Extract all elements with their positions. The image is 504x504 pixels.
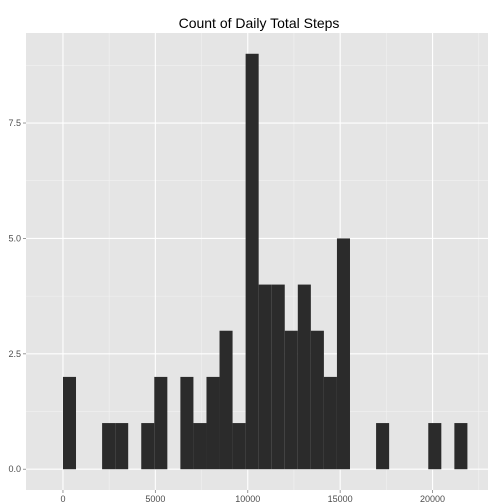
y-tick-label: 0.0 [8, 464, 21, 474]
y-axis: 0.0 2.5 5.0 7.5 [8, 118, 26, 474]
histogram-bar [180, 376, 194, 470]
histogram-bar [245, 53, 259, 470]
histogram-bar [271, 284, 285, 470]
chart-title: Count of Daily Total Steps [179, 15, 340, 31]
histogram-bar [336, 238, 350, 470]
histogram-bar [115, 423, 129, 470]
histogram-bar [206, 376, 220, 470]
histogram-bar [258, 284, 272, 470]
histogram-bar [428, 423, 442, 470]
y-tick-label: 7.5 [8, 118, 21, 128]
histogram-bar [102, 423, 116, 470]
x-tick-label: 20000 [420, 494, 445, 504]
histogram-bar [323, 376, 337, 470]
histogram-bar [219, 330, 233, 470]
x-axis: 0 5000 10000 15000 20000 [60, 490, 445, 504]
histogram-bar [297, 284, 311, 470]
histogram-bars [62, 53, 468, 470]
histogram-bar [62, 376, 77, 470]
histogram-bar [310, 330, 324, 470]
x-tick-label: 15000 [328, 494, 353, 504]
histogram-bar [141, 423, 155, 470]
histogram-bar [232, 423, 246, 470]
histogram-bar [284, 330, 298, 470]
histogram-bar [154, 376, 168, 470]
x-tick-label: 0 [60, 494, 65, 504]
y-tick-label: 5.0 [8, 233, 21, 243]
x-tick-label: 10000 [235, 494, 260, 504]
x-tick-label: 5000 [145, 494, 165, 504]
y-tick-label: 2.5 [8, 349, 21, 359]
histogram-bar [454, 423, 468, 470]
histogram-bar [193, 423, 207, 470]
histogram-bar [376, 423, 390, 470]
